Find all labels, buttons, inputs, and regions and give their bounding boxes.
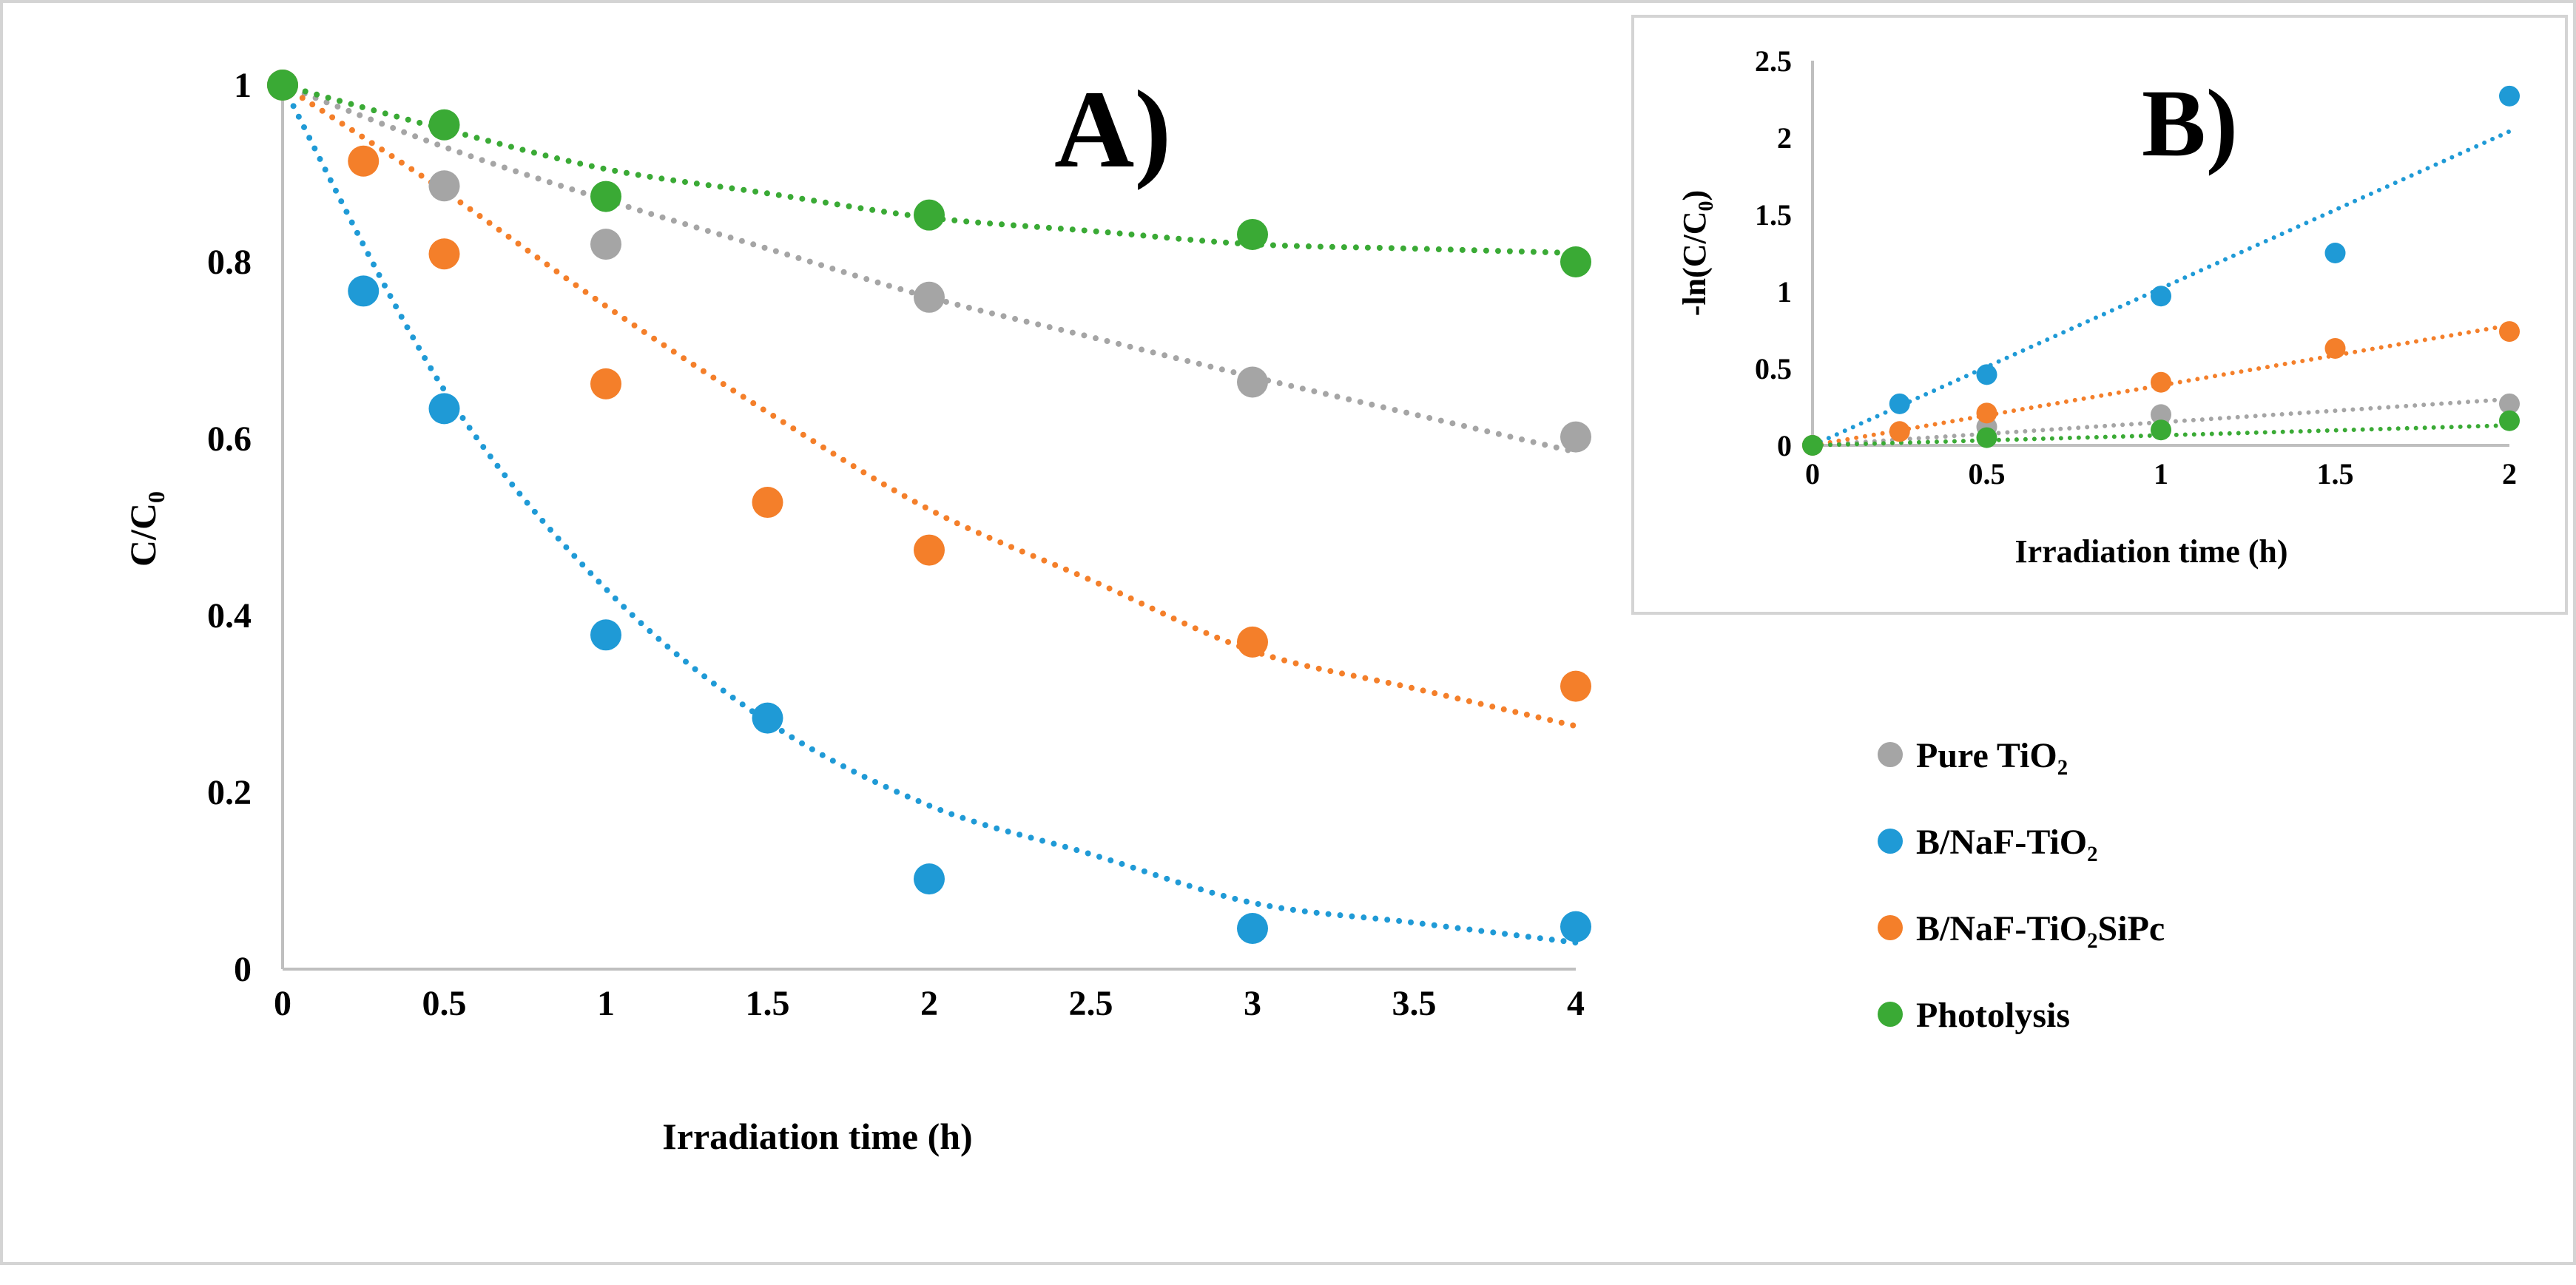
chart-b-point-photolysis bbox=[1802, 435, 1823, 456]
legend-label: B/NaF-TiO₂ bbox=[1916, 823, 2098, 862]
chart-b-point-pure-tio2 bbox=[2499, 393, 2520, 414]
chart-a-x-tick-label: 3 bbox=[1244, 984, 1261, 1023]
chart-b-y-tick-label: 0 bbox=[1777, 429, 1792, 462]
chart-a-x-tick-label: 2 bbox=[920, 984, 938, 1023]
chart-b-trendline-photolysis bbox=[1810, 422, 2512, 448]
chart-b-x-tick-label: 1.5 bbox=[2317, 457, 2354, 490]
chart-b-y-tick-label: 0.5 bbox=[1755, 352, 1792, 385]
chart-a-x-tick-label: 4 bbox=[1567, 984, 1585, 1023]
chart-b-point-b-naf-tio2sipc bbox=[2151, 371, 2171, 393]
chart-b-point-b-naf-tio2sipc bbox=[1889, 421, 1910, 442]
chart-a-x-tick-label: 1 bbox=[597, 984, 615, 1023]
chart-b-point-photolysis bbox=[2499, 410, 2520, 431]
chart-b-point-b-naf-tio2sipc bbox=[1976, 402, 1997, 424]
chart-a-point-photolysis bbox=[428, 109, 460, 141]
chart-b-y-tick-label: 1.5 bbox=[1755, 198, 1792, 232]
legend: Pure TiO₂ B/NaF-TiO₂ B/NaF-TiO₂SiPc Photoly… bbox=[1878, 736, 2165, 1035]
legend-item-b-naf-tio2sipc: B/NaF-TiO₂SiPc bbox=[1878, 909, 2165, 948]
chart-a-y-tick-label: 0.4 bbox=[207, 596, 252, 635]
chart-b-point-pure-tio2 bbox=[2151, 404, 2171, 425]
chart-b-point-b-naf-tio2 bbox=[1889, 393, 1910, 414]
chart-a-point-b-naf-tio2 bbox=[1237, 913, 1268, 945]
chart-a-point-photolysis bbox=[1560, 246, 1591, 277]
legend-marker bbox=[1878, 915, 1903, 940]
legend-marker bbox=[1878, 1002, 1903, 1027]
chart-a-y-axis-title: C/C0 bbox=[122, 491, 169, 567]
chart-a-y-tick-label: 0 bbox=[234, 950, 252, 989]
chart-a-point-photolysis bbox=[267, 70, 298, 101]
chart-a-trendline-pure-tio2 bbox=[280, 82, 1579, 455]
chart-b-x-axis-title: Irradiation time (h) bbox=[2014, 533, 2287, 570]
legend-marker bbox=[1878, 742, 1903, 767]
chart-b-point-b-naf-tio2 bbox=[2151, 286, 2171, 307]
chart-a-point-pure-tio2 bbox=[1560, 421, 1591, 453]
chart-a-point-b-naf-tio2sipc bbox=[590, 368, 621, 399]
chart-b-trendline-pure-tio2 bbox=[1810, 397, 2512, 448]
chart-a-point-b-naf-tio2sipc bbox=[428, 238, 460, 270]
chart-b-panel-label: B) bbox=[2142, 70, 2238, 177]
chart-a-point-pure-tio2 bbox=[1237, 366, 1268, 398]
chart-a-point-b-naf-tio2 bbox=[348, 275, 380, 307]
chart-a-x-tick-label: 1.5 bbox=[746, 984, 790, 1023]
chart-b-x-tick-label: 0 bbox=[1805, 457, 1820, 490]
legend-label: Pure TiO₂ bbox=[1916, 736, 2068, 775]
chart-a-x-tick-label: 0 bbox=[274, 984, 291, 1023]
chart-a-point-b-naf-tio2sipc bbox=[752, 487, 783, 519]
chart-b-y-axis-title: -ln(C/C0) bbox=[1676, 190, 1718, 316]
chart-a-y-tick-label: 1 bbox=[234, 66, 252, 105]
chart-b-point-b-naf-tio2 bbox=[2324, 243, 2346, 263]
chart-panel-a: 0 0.5 1 1.5 2 2.5 3 3.5 4 0 0.2 0.4 0.6 0.8 1 Irradia… bbox=[122, 66, 1591, 1157]
chart-a-panel-label: A) bbox=[1054, 68, 1171, 191]
legend-marker bbox=[1878, 829, 1903, 854]
chart-a-point-b-naf-tio2 bbox=[590, 619, 621, 651]
chart-a-point-b-naf-tio2 bbox=[914, 863, 945, 895]
chart-a-y-tick-label: 0.6 bbox=[207, 419, 252, 459]
chart-a-point-photolysis bbox=[590, 181, 621, 212]
chart-a-point-photolysis bbox=[1237, 218, 1268, 250]
chart-b-y-tick-label: 2.5 bbox=[1755, 44, 1792, 78]
chart-b-frame bbox=[1631, 15, 2568, 615]
legend-label: Photolysis bbox=[1916, 996, 2070, 1035]
chart-a-point-pure-tio2 bbox=[428, 170, 460, 202]
chart-a-point-b-naf-tio2 bbox=[1560, 911, 1591, 942]
legend-item-b-naf-tio2: B/NaF-TiO₂ bbox=[1878, 823, 2098, 862]
chart-b-point-b-naf-tio2 bbox=[2499, 85, 2520, 107]
chart-a-x-tick-label: 0.5 bbox=[422, 984, 467, 1023]
chart-a-point-pure-tio2 bbox=[914, 281, 945, 313]
chart-b-x-tick-label: 0.5 bbox=[1969, 457, 2006, 490]
chart-a-point-b-naf-tio2 bbox=[428, 393, 460, 425]
chart-b-point-photolysis bbox=[2151, 419, 2171, 441]
chart-b-point-b-naf-tio2sipc bbox=[2324, 337, 2346, 359]
chart-a-point-b-naf-tio2sipc bbox=[348, 145, 380, 177]
chart-a-x-tick-label: 3.5 bbox=[1392, 984, 1437, 1023]
chart-b-point-photolysis bbox=[1976, 427, 1997, 448]
chart-a-x-axis-title: Irradiation time (h) bbox=[662, 1116, 972, 1157]
chart-b-point-b-naf-tio2 bbox=[1976, 364, 1997, 385]
chart-panel-b: 0 0.5 1 1.5 2 0 0.5 1 1.5 2 2.5 Irradiation time … bbox=[1631, 15, 2568, 615]
chart-b-y-tick-label: 1 bbox=[1777, 275, 1792, 308]
chart-a-point-b-naf-tio2 bbox=[752, 702, 783, 734]
chart-a-point-b-naf-tio2sipc bbox=[1237, 626, 1268, 658]
chart-a-point-b-naf-tio2sipc bbox=[1560, 670, 1591, 702]
chart-b-y-tick-label: 2 bbox=[1777, 121, 1792, 155]
chart-a-point-photolysis bbox=[914, 199, 945, 231]
chart-a-y-tick-label: 0.8 bbox=[207, 243, 252, 282]
legend-label: B/NaF-TiO₂SiPc bbox=[1916, 909, 2165, 948]
chart-b-x-tick-label: 1 bbox=[2154, 457, 2168, 490]
chart-b-x-tick-label: 2 bbox=[2502, 457, 2517, 490]
legend-item-photolysis: Photolysis bbox=[1878, 996, 2070, 1035]
chart-a-y-tick-label: 0.2 bbox=[207, 773, 252, 812]
chart-a-x-tick-label: 2.5 bbox=[1069, 984, 1113, 1023]
chart-a-point-b-naf-tio2sipc bbox=[914, 534, 945, 566]
legend-item-pure-tio2: Pure TiO₂ bbox=[1878, 736, 2068, 775]
chart-b-point-b-naf-tio2sipc bbox=[2499, 321, 2520, 343]
chart-a-point-pure-tio2 bbox=[590, 229, 621, 260]
